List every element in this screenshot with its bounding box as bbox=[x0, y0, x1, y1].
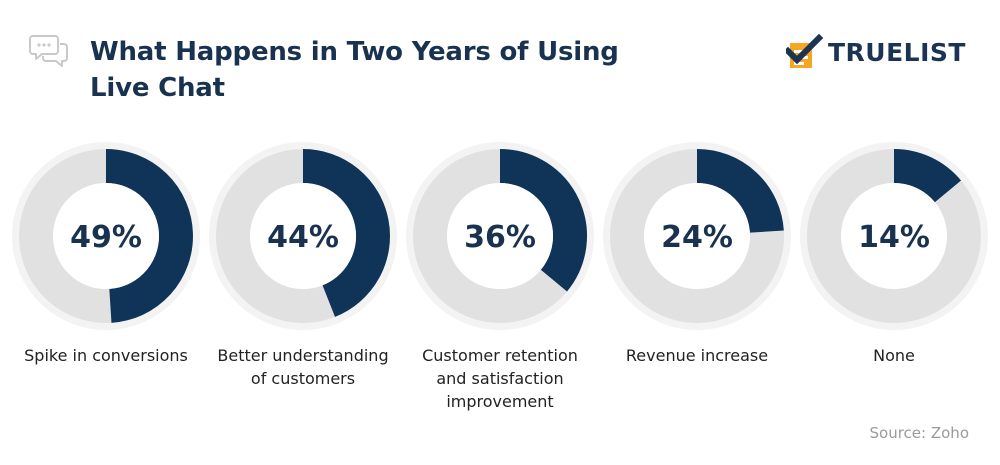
category-label: None bbox=[873, 346, 915, 365]
donut-value-arc bbox=[499, 149, 587, 292]
donut-value-label: 44% bbox=[267, 220, 339, 255]
donut-center bbox=[447, 183, 553, 289]
category-label: Customer retention and satisfaction impr… bbox=[422, 346, 578, 411]
category-label: Revenue increase bbox=[625, 346, 769, 365]
donut-charts: 49% 44% 36% 24% 14% bbox=[0, 142, 1000, 332]
donut-value-arc bbox=[893, 149, 962, 203]
donut-chart-canvas: 49% 44% 36% 24% 14% bbox=[12, 142, 988, 330]
chat-bubbles-icon bbox=[29, 35, 68, 67]
donut-value-label: 14% bbox=[858, 220, 930, 255]
donut-value-arc bbox=[302, 149, 390, 317]
donut-value-arc bbox=[105, 149, 193, 323]
donut-value-label: 49% bbox=[70, 220, 142, 255]
donut-center bbox=[644, 183, 750, 289]
chart-title: What Happens in Two Years of Using Live … bbox=[90, 37, 619, 103]
donut-center bbox=[250, 183, 356, 289]
donut-center bbox=[53, 183, 159, 289]
category-label: Spike in conversions bbox=[24, 346, 188, 365]
logo-text: TRUELIST bbox=[828, 38, 966, 67]
donut-value-arc bbox=[696, 149, 784, 234]
donut-3: 36% bbox=[406, 142, 594, 330]
donut-2: 44% bbox=[209, 142, 397, 330]
category-label: Better understanding of customers bbox=[217, 346, 389, 388]
truelist-logo: TRUELIST bbox=[786, 33, 976, 73]
donut-5: 14% bbox=[800, 142, 988, 330]
donut-center bbox=[841, 183, 947, 289]
donut-value-label: 24% bbox=[661, 220, 733, 255]
checkmark-list-icon bbox=[786, 33, 824, 68]
donut-4: 24% bbox=[603, 142, 791, 330]
donut-value-label: 36% bbox=[464, 220, 536, 255]
source-note: Source: Zoho bbox=[869, 424, 969, 442]
donut-1: 49% bbox=[12, 142, 200, 330]
